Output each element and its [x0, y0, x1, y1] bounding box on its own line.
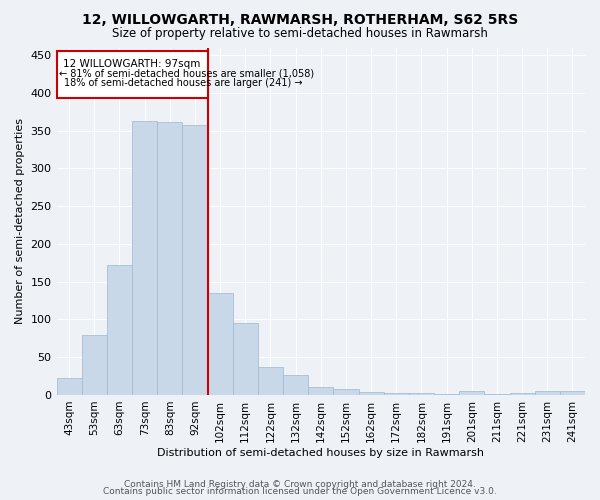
Bar: [283, 376, 308, 395]
Text: 18% of semi-detached houses are larger (241) →: 18% of semi-detached houses are larger (…: [64, 78, 302, 88]
Bar: [383, 392, 409, 395]
Bar: [208, 293, 233, 395]
Y-axis label: Number of semi-detached properties: Number of semi-detached properties: [15, 118, 25, 324]
X-axis label: Distribution of semi-detached houses by size in Rawmarsh: Distribution of semi-detached houses by …: [157, 448, 484, 458]
Text: Contains public sector information licensed under the Open Government Licence v3: Contains public sector information licen…: [103, 487, 497, 496]
Bar: [233, 323, 258, 395]
Text: 12 WILLOWGARTH: 97sqm: 12 WILLOWGARTH: 97sqm: [64, 59, 201, 69]
Text: 12, WILLOWGARTH, RAWMARSH, ROTHERHAM, S62 5RS: 12, WILLOWGARTH, RAWMARSH, ROTHERHAM, S6…: [82, 12, 518, 26]
Text: ← 81% of semi-detached houses are smaller (1,058): ← 81% of semi-detached houses are smalle…: [59, 68, 314, 78]
Bar: [182, 124, 208, 395]
Bar: [132, 121, 157, 395]
Bar: [409, 394, 434, 395]
Bar: [56, 378, 82, 395]
Bar: [509, 392, 535, 395]
Bar: [258, 367, 283, 395]
Bar: [334, 389, 359, 395]
Bar: [157, 122, 182, 395]
Bar: [308, 388, 334, 395]
FancyBboxPatch shape: [56, 52, 208, 98]
Bar: [359, 392, 383, 395]
Text: Contains HM Land Registry data © Crown copyright and database right 2024.: Contains HM Land Registry data © Crown c…: [124, 480, 476, 489]
Bar: [82, 334, 107, 395]
Text: Size of property relative to semi-detached houses in Rawmarsh: Size of property relative to semi-detach…: [112, 28, 488, 40]
Bar: [459, 391, 484, 395]
Bar: [107, 265, 132, 395]
Bar: [484, 394, 509, 395]
Bar: [535, 391, 560, 395]
Bar: [434, 394, 459, 395]
Bar: [560, 391, 585, 395]
